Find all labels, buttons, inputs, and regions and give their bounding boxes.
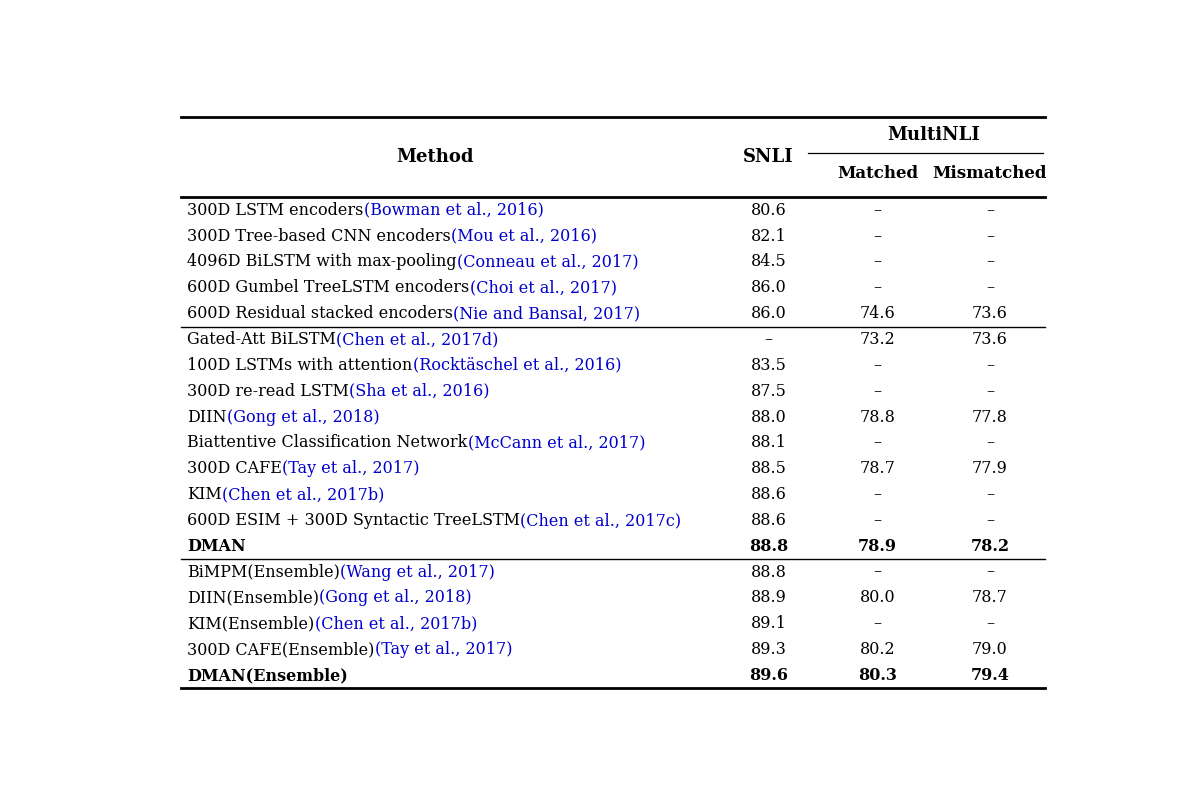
Text: (McCann et al., 2017): (McCann et al., 2017) [468, 435, 645, 451]
Text: 73.6: 73.6 [972, 305, 1008, 322]
Text: 82.1: 82.1 [751, 228, 787, 244]
Text: 78.7: 78.7 [972, 590, 1008, 606]
Text: 4096D BiLSTM with max-pooling: 4096D BiLSTM with max-pooling [188, 253, 457, 271]
Text: 86.0: 86.0 [751, 280, 787, 296]
Text: Matched: Matched [837, 165, 917, 182]
Text: 300D CAFE(Ensemble): 300D CAFE(Ensemble) [188, 641, 375, 658]
Text: DMAN(Ensemble): DMAN(Ensemble) [188, 667, 349, 684]
Text: (Chen et al., 2017b): (Chen et al., 2017b) [223, 486, 384, 503]
Text: 78.2: 78.2 [970, 538, 1009, 555]
Text: –: – [985, 435, 994, 451]
Text: (Chen et al., 2017c): (Chen et al., 2017c) [520, 512, 682, 529]
Text: DIIN: DIIN [188, 408, 227, 426]
Text: –: – [985, 202, 994, 219]
Text: Gated-Att BiLSTM: Gated-Att BiLSTM [188, 331, 337, 348]
Text: –: – [873, 512, 882, 529]
Text: 79.0: 79.0 [972, 641, 1008, 658]
Text: 79.4: 79.4 [970, 667, 1009, 684]
Text: –: – [985, 563, 994, 581]
Text: MultiNLI: MultiNLI [888, 126, 981, 144]
Text: 89.3: 89.3 [751, 641, 787, 658]
Text: KIM(Ensemble): KIM(Ensemble) [188, 615, 314, 632]
Text: 74.6: 74.6 [859, 305, 895, 322]
Text: (Nie and Bansal, 2017): (Nie and Bansal, 2017) [453, 305, 640, 322]
Text: –: – [985, 383, 994, 400]
Text: Method: Method [396, 149, 474, 166]
Text: 77.9: 77.9 [972, 460, 1008, 477]
Text: 88.8: 88.8 [749, 538, 788, 555]
Text: Biattentive Classification Network: Biattentive Classification Network [188, 435, 468, 451]
Text: –: – [873, 563, 882, 581]
Text: KIM: KIM [188, 486, 223, 503]
Text: 86.0: 86.0 [751, 305, 787, 322]
Text: DIIN(Ensemble): DIIN(Ensemble) [188, 590, 319, 606]
Text: (Gong et al., 2018): (Gong et al., 2018) [227, 408, 380, 426]
Text: 88.6: 88.6 [751, 512, 787, 529]
Text: 89.6: 89.6 [749, 667, 788, 684]
Text: 100D LSTMs with attention: 100D LSTMs with attention [188, 357, 413, 374]
Text: 88.6: 88.6 [751, 486, 787, 503]
Text: (Chen et al., 2017b): (Chen et al., 2017b) [314, 615, 477, 632]
Text: DMAN: DMAN [188, 538, 246, 555]
Text: (Wang et al., 2017): (Wang et al., 2017) [340, 563, 495, 581]
Text: –: – [764, 331, 772, 348]
Text: –: – [985, 615, 994, 632]
Text: 87.5: 87.5 [751, 383, 787, 400]
Text: –: – [985, 253, 994, 271]
Text: 80.0: 80.0 [859, 590, 895, 606]
Text: 78.9: 78.9 [858, 538, 897, 555]
Text: 77.8: 77.8 [972, 408, 1008, 426]
Text: –: – [873, 280, 882, 296]
Text: 88.5: 88.5 [751, 460, 787, 477]
Text: –: – [985, 228, 994, 244]
Text: 600D ESIM + 300D Syntactic TreeLSTM: 600D ESIM + 300D Syntactic TreeLSTM [188, 512, 520, 529]
Text: –: – [985, 280, 994, 296]
Text: (Sha et al., 2016): (Sha et al., 2016) [350, 383, 490, 400]
Text: 80.2: 80.2 [859, 641, 895, 658]
Text: 300D LSTM encoders: 300D LSTM encoders [188, 202, 364, 219]
Text: 84.5: 84.5 [751, 253, 787, 271]
Text: Mismatched: Mismatched [933, 165, 1047, 182]
Text: 80.3: 80.3 [858, 667, 897, 684]
Text: 78.8: 78.8 [859, 408, 895, 426]
Text: 600D Residual stacked encoders: 600D Residual stacked encoders [188, 305, 453, 322]
Text: –: – [873, 435, 882, 451]
Text: –: – [873, 202, 882, 219]
Text: –: – [873, 228, 882, 244]
Text: 80.6: 80.6 [751, 202, 787, 219]
Text: 88.9: 88.9 [751, 590, 787, 606]
Text: –: – [873, 253, 882, 271]
Text: (Bowman et al., 2016): (Bowman et al., 2016) [364, 202, 544, 219]
Text: 300D re-read LSTM: 300D re-read LSTM [188, 383, 350, 400]
Text: 88.8: 88.8 [751, 563, 787, 581]
Text: –: – [873, 383, 882, 400]
Text: 88.1: 88.1 [751, 435, 787, 451]
Text: 83.5: 83.5 [751, 357, 787, 374]
Text: SNLI: SNLI [743, 149, 794, 166]
Text: 73.6: 73.6 [972, 331, 1008, 348]
Text: 89.1: 89.1 [751, 615, 787, 632]
Text: (Choi et al., 2017): (Choi et al., 2017) [470, 280, 616, 296]
Text: –: – [985, 357, 994, 374]
Text: 88.0: 88.0 [751, 408, 787, 426]
Text: 73.2: 73.2 [859, 331, 895, 348]
Text: (Conneau et al., 2017): (Conneau et al., 2017) [457, 253, 639, 271]
Text: (Tay et al., 2017): (Tay et al., 2017) [282, 460, 420, 477]
Text: 300D Tree-based CNN encoders: 300D Tree-based CNN encoders [188, 228, 451, 244]
Text: –: – [873, 357, 882, 374]
Text: (Tay et al., 2017): (Tay et al., 2017) [375, 641, 513, 658]
Text: (Mou et al., 2016): (Mou et al., 2016) [451, 228, 597, 244]
Text: (Rocktäschel et al., 2016): (Rocktäschel et al., 2016) [413, 357, 621, 374]
Text: (Chen et al., 2017d): (Chen et al., 2017d) [337, 331, 499, 348]
Text: BiMPM(Ensemble): BiMPM(Ensemble) [188, 563, 340, 581]
Text: 78.7: 78.7 [859, 460, 895, 477]
Text: (Gong et al., 2018): (Gong et al., 2018) [319, 590, 472, 606]
Text: 600D Gumbel TreeLSTM encoders: 600D Gumbel TreeLSTM encoders [188, 280, 470, 296]
Text: 300D CAFE: 300D CAFE [188, 460, 282, 477]
Text: –: – [873, 486, 882, 503]
Text: –: – [985, 486, 994, 503]
Text: –: – [873, 615, 882, 632]
Text: –: – [985, 512, 994, 529]
